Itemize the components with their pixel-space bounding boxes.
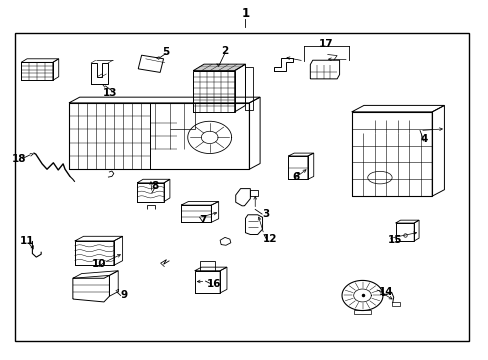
Text: 14: 14	[378, 287, 392, 297]
Text: 2: 2	[221, 46, 228, 56]
Text: 10: 10	[92, 259, 106, 269]
Bar	[391, 302, 399, 306]
Text: 5: 5	[162, 46, 169, 57]
Bar	[354, 310, 370, 314]
Text: 11: 11	[20, 236, 35, 246]
Text: 15: 15	[386, 235, 401, 245]
Text: 7: 7	[199, 215, 206, 225]
Text: 4: 4	[419, 134, 427, 144]
Text: 9: 9	[120, 291, 127, 301]
Text: 13: 13	[103, 88, 118, 98]
Text: 17: 17	[319, 40, 333, 49]
Text: 3: 3	[261, 209, 268, 219]
Text: 16: 16	[206, 279, 221, 289]
Text: 12: 12	[262, 234, 277, 244]
Bar	[15, 33, 468, 341]
Text: 6: 6	[292, 172, 299, 182]
Text: 18: 18	[12, 154, 26, 164]
Text: 8: 8	[151, 181, 158, 191]
Text: 1: 1	[241, 8, 249, 21]
